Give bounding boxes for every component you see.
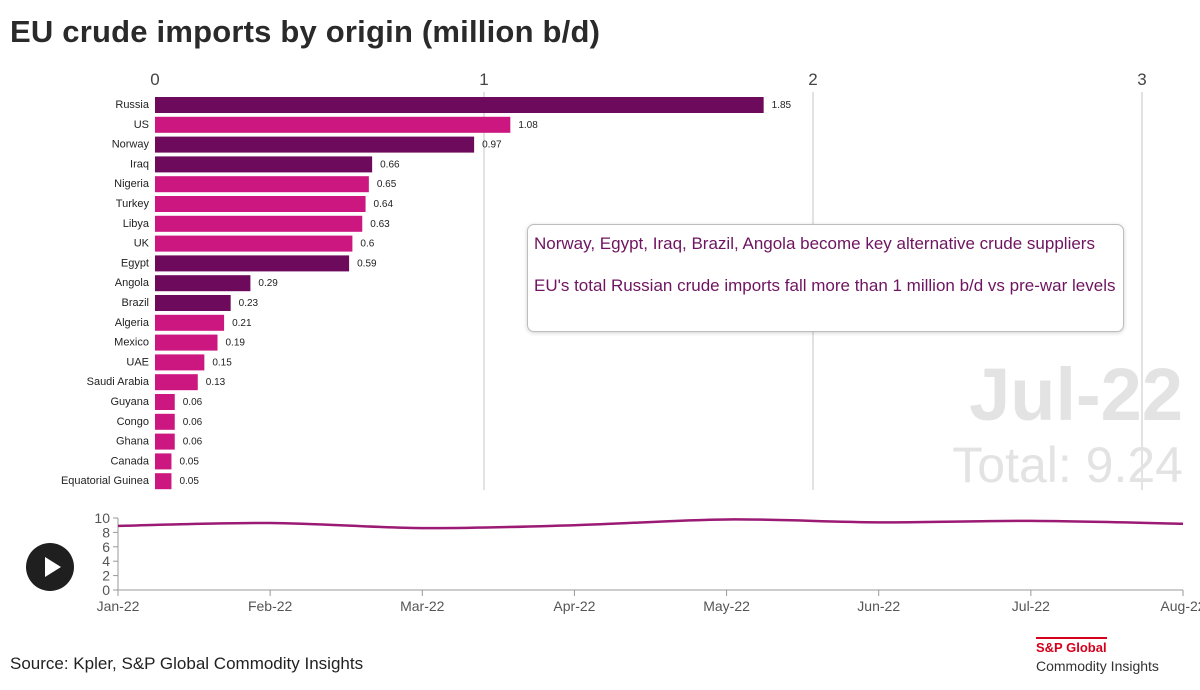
category-label: UAE: [126, 356, 149, 368]
bar-congo[interactable]: [155, 413, 175, 430]
sp-global-logo: S&P Global Commodity Insights: [1036, 637, 1159, 674]
bar-value-label: 0.23: [239, 298, 259, 309]
bar-value-label: 0.29: [258, 278, 278, 289]
play-icon: [45, 557, 61, 577]
bar-value-label: 0.66: [380, 159, 400, 170]
period-label: Jul-22: [969, 353, 1183, 436]
bar-value-label: 0.6: [360, 239, 374, 250]
timeline-x-tick-label: Mar-22: [400, 598, 445, 614]
bar-equatorial-guinea[interactable]: [155, 473, 172, 490]
bar-value-label: 0.06: [183, 437, 203, 448]
bar-ghana[interactable]: [155, 433, 175, 450]
x-tick-label: 1: [479, 70, 488, 89]
bar-iraq[interactable]: [155, 156, 373, 173]
bar-axis-ticks: 0 1 2 3: [150, 70, 1146, 89]
x-tick-label: 3: [1137, 70, 1146, 89]
bar-brazil[interactable]: [155, 295, 231, 311]
bar-value-label: 0.21: [232, 318, 252, 329]
bar-value-label: 0.13: [206, 377, 226, 388]
bar-nigeria[interactable]: [155, 176, 369, 193]
timeline-x-tick-label: Jun-22: [857, 598, 900, 614]
bar-value-label: 0.65: [377, 179, 397, 190]
category-label: Congo: [117, 416, 149, 428]
logo-subtitle: Commodity Insights: [1036, 658, 1159, 674]
category-label: UK: [134, 238, 150, 250]
bar-value-label: 0.64: [374, 199, 394, 210]
bar-value-label: 0.05: [179, 456, 199, 467]
category-label: Iraq: [130, 158, 149, 170]
bar-value-label: 0.06: [183, 417, 203, 428]
bar-value-label: 0.63: [370, 219, 390, 230]
bar-norway[interactable]: [155, 136, 475, 153]
bar-value-label: 0.06: [183, 397, 203, 408]
timeline-x-tick-label: Aug-22: [1160, 598, 1200, 614]
bar-russia[interactable]: [155, 97, 764, 113]
bar-value-label: 1.08: [518, 120, 538, 131]
timeline-total-line: [117, 518, 1184, 530]
bar-saudi-arabia[interactable]: [155, 374, 198, 391]
category-label: Equatorial Guinea: [61, 475, 150, 487]
bar-value-label: 0.05: [179, 476, 199, 487]
bar-uae[interactable]: [155, 354, 205, 371]
source-note: Source: Kpler, S&P Global Commodity Insi…: [10, 654, 364, 673]
callout-line-1: Norway, Egypt, Iraq, Brazil, Angola beco…: [534, 234, 1095, 253]
category-label: Libya: [123, 218, 150, 230]
bar-mexico[interactable]: [155, 334, 218, 351]
x-tick-label: 0: [150, 70, 159, 89]
category-label: Angola: [115, 277, 150, 289]
timeline-x-tick-label: Jan-22: [97, 598, 140, 614]
total-label: Total: 9.24: [952, 437, 1183, 493]
category-label: Saudi Arabia: [87, 376, 150, 388]
bar-value-label: 0.59: [357, 258, 377, 269]
bar-uk[interactable]: [155, 235, 353, 252]
bar-egypt[interactable]: [155, 255, 350, 272]
timeline-x-tick-label: May-22: [703, 598, 750, 614]
category-label: Algeria: [115, 317, 150, 329]
x-tick-label: 2: [808, 70, 817, 89]
play-button[interactable]: [26, 543, 74, 591]
category-label: Russia: [115, 99, 150, 111]
timeline-y-tick-label: 2: [102, 568, 110, 584]
category-label: Ghana: [116, 436, 150, 448]
bar-us[interactable]: [155, 116, 511, 133]
timeline-x-tick-label: Feb-22: [248, 598, 293, 614]
category-label: Brazil: [121, 297, 149, 309]
bar-chart: 0 1 2 3 Jul-22 Total: 9.24 Russia 1.85 US 1.08…: [61, 70, 1183, 493]
timeline-series: [117, 518, 1184, 530]
bars: Russia 1.85 US 1.08 Norway 0.97 Iraq 0.66 Nigeri…: [61, 97, 792, 490]
timeline-y-tick-label: 8: [102, 524, 110, 540]
category-label: Turkey: [116, 198, 150, 210]
bar-value-label: 0.19: [226, 338, 246, 349]
bar-guyana[interactable]: [155, 394, 175, 410]
chart-title: EU crude imports by origin (million b/d): [10, 14, 601, 49]
category-label: US: [134, 119, 149, 131]
bar-value-label: 0.97: [482, 140, 502, 151]
timeline-y-tick-label: 0: [102, 582, 110, 598]
bar-value-label: 1.85: [772, 100, 792, 111]
bar-angola[interactable]: [155, 275, 251, 292]
timeline-y-tick-label: 4: [102, 553, 110, 569]
bar-turkey[interactable]: [155, 196, 366, 212]
bar-libya[interactable]: [155, 215, 363, 232]
category-label: Mexico: [114, 337, 149, 349]
category-label: Guyana: [110, 396, 149, 408]
timeline-x-tick-label: Apr-22: [553, 598, 595, 614]
timeline-y-tick-label: 6: [102, 539, 110, 555]
bar-canada[interactable]: [155, 453, 172, 470]
bar-value-label: 0.15: [212, 357, 232, 368]
callout-line-2: EU's total Russian crude imports fall mo…: [534, 276, 1116, 295]
category-label: Norway: [112, 139, 150, 151]
logo-brand: S&P Global: [1036, 637, 1107, 655]
timeline-x-tick-label: Jul-22: [1012, 598, 1050, 614]
category-label: Nigeria: [114, 178, 150, 190]
annotation-callout: Norway, Egypt, Iraq, Brazil, Angola beco…: [527, 224, 1124, 332]
category-label: Canada: [110, 455, 149, 467]
timeline-y-tick-label: 10: [94, 510, 110, 526]
category-label: Egypt: [121, 257, 149, 269]
bar-algeria[interactable]: [155, 314, 225, 331]
